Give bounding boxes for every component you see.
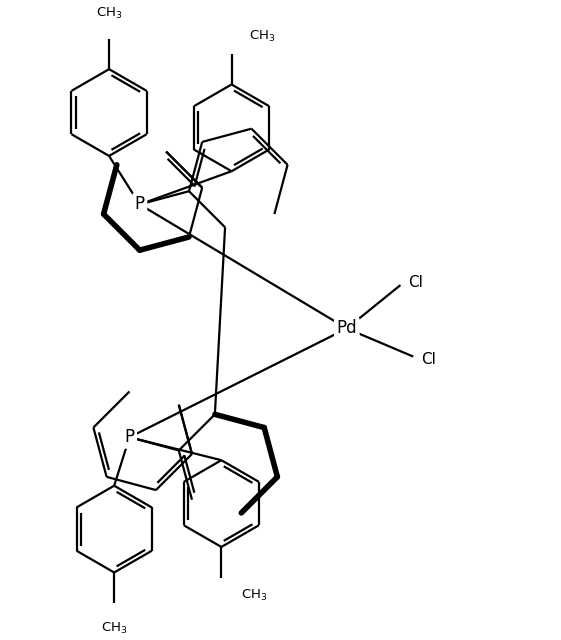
Text: P: P xyxy=(125,428,135,446)
Text: CH$_3$: CH$_3$ xyxy=(101,621,127,636)
Text: Pd: Pd xyxy=(337,319,357,337)
Text: CH$_3$: CH$_3$ xyxy=(249,28,275,44)
Text: Cl: Cl xyxy=(408,275,423,290)
Text: CH$_3$: CH$_3$ xyxy=(241,588,268,603)
Text: P: P xyxy=(135,195,145,213)
Text: Cl: Cl xyxy=(421,351,436,367)
Text: CH$_3$: CH$_3$ xyxy=(96,6,122,20)
